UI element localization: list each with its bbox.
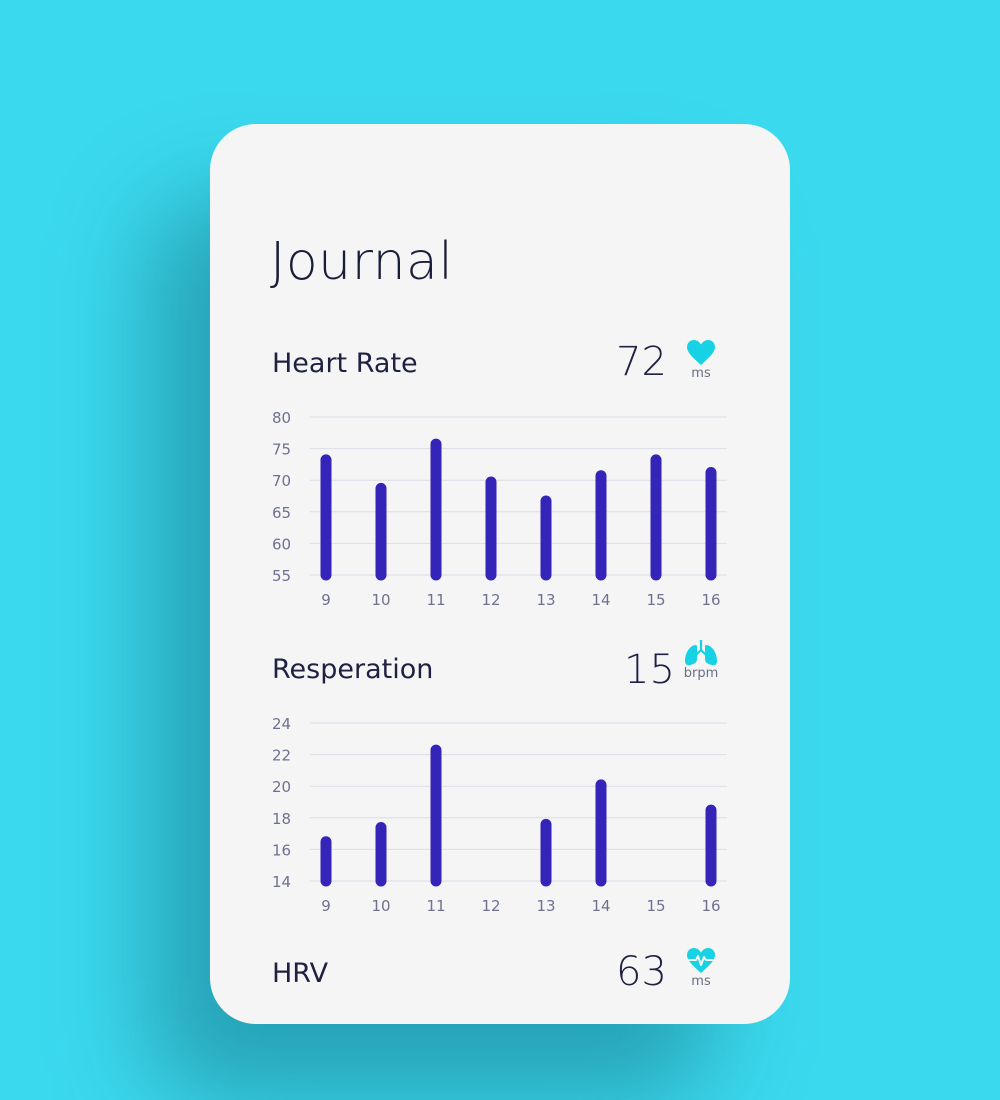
- chart1-x-tick: 14: [591, 897, 610, 915]
- chart1-y-tick: 14: [272, 873, 291, 891]
- lungs-icon: [685, 640, 717, 666]
- respiration-unit-text: brpm: [683, 666, 719, 681]
- chart0-y-tick: 70: [272, 472, 291, 490]
- chart1-y-tick: 18: [272, 810, 291, 828]
- page-title: Journal: [270, 232, 454, 292]
- hrv-label: HRV: [272, 958, 329, 989]
- respiration-label: Resperation: [272, 654, 434, 685]
- chart0-y-tick: 60: [272, 535, 291, 553]
- chart1-bar-base: [540, 875, 552, 881]
- hrv-unit-text: ms: [691, 974, 711, 989]
- chart0-x-tick: 14: [591, 591, 610, 609]
- chart0-bar-base: [430, 569, 442, 575]
- hrv-value: 63: [616, 949, 667, 995]
- chart1-bar-base: [375, 875, 387, 881]
- respiration-unit: brpm: [679, 640, 723, 681]
- chart1-bar-base: [705, 875, 717, 881]
- heart-pulse-icon: [687, 948, 715, 973]
- chart0-y-tick: 75: [272, 441, 291, 459]
- chart0-y-tick: 65: [272, 504, 291, 522]
- chart0-y-tick: 55: [272, 567, 291, 585]
- chart1-y-tick: 24: [272, 715, 291, 733]
- respiration-chart: 14 16 18 20 22 24 9 10 11 12 13 14 15 16: [272, 715, 727, 915]
- chart1-x-tick: 13: [536, 897, 555, 915]
- respiration-value: 15: [624, 647, 675, 693]
- chart0-x-tick: 15: [646, 591, 665, 609]
- chart1-x-tick: 9: [321, 897, 331, 915]
- chart1-bar-base: [320, 875, 332, 881]
- chart1-y-tick: 16: [272, 841, 291, 859]
- chart0-x-tick: 16: [701, 591, 720, 609]
- chart1-x-tick: 10: [371, 897, 390, 915]
- chart1-y-tick: 22: [272, 747, 291, 765]
- chart0-x-tick: 12: [481, 591, 500, 609]
- chart0-x-tick: 13: [536, 591, 555, 609]
- chart0-bar-base: [540, 569, 552, 575]
- heart-rate-unit: ms: [679, 340, 723, 381]
- chart0-x-tick: 9: [321, 591, 331, 609]
- chart0-x-tick: 11: [426, 591, 445, 609]
- chart0-bar-base: [705, 569, 717, 575]
- chart0-bar-base: [650, 569, 662, 575]
- heart-rate-chart: 55 60 65 70 75 80 9 10 11 12 13 14 15 16: [272, 409, 727, 609]
- chart1-bar-base: [430, 875, 442, 881]
- hrv-unit: ms: [679, 948, 723, 989]
- chart0-y-tick: 80: [272, 409, 291, 427]
- chart0-bar-base: [320, 569, 332, 575]
- chart0-x-tick: 10: [371, 591, 390, 609]
- chart1-x-tick: 11: [426, 897, 445, 915]
- heart-rate-label: Heart Rate: [272, 348, 418, 379]
- chart1-bar-base: [595, 875, 607, 881]
- chart0-bar-base: [485, 569, 497, 575]
- chart0-bar-base: [375, 569, 387, 575]
- heart-rate-value: 72: [616, 339, 667, 385]
- heart-rate-unit-text: ms: [691, 366, 711, 381]
- chart1-x-tick: 15: [646, 897, 665, 915]
- chart1-x-tick: 12: [481, 897, 500, 915]
- journal-card: Journal Heart Rate 72 ms 55 60 65 70 75 80 9 10…: [210, 124, 790, 1024]
- chart0-bar-base: [595, 569, 607, 575]
- chart1-x-tick: 16: [701, 897, 720, 915]
- heart-icon: [687, 340, 715, 365]
- chart1-y-tick: 20: [272, 778, 291, 796]
